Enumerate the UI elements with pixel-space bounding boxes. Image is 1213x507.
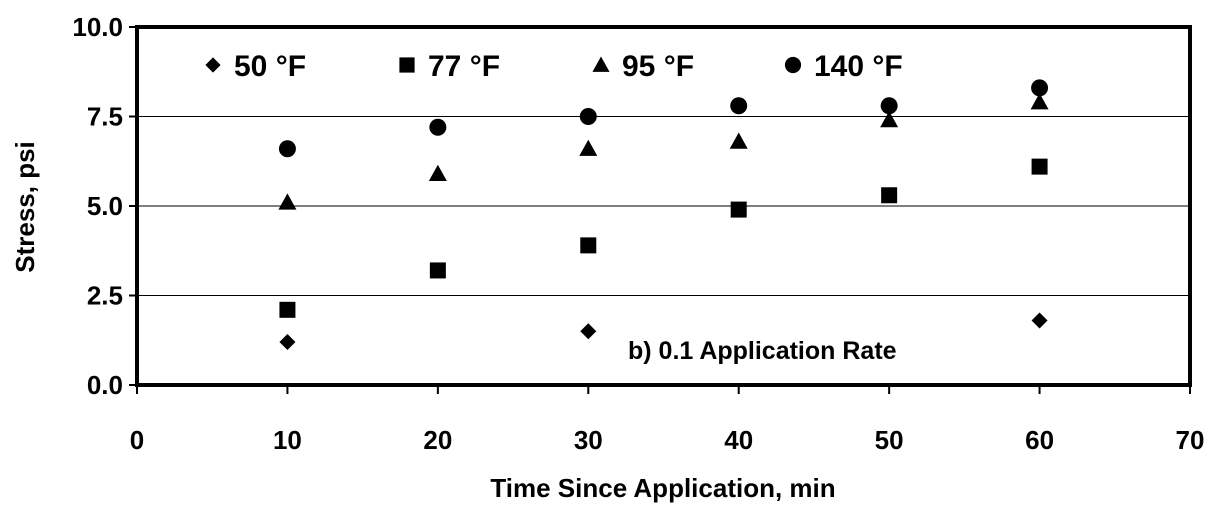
legend-label: 77 °F	[428, 50, 500, 83]
series-diamond	[279, 312, 1048, 351]
x-tick-label: 50	[875, 425, 904, 455]
data-point-square	[580, 237, 597, 254]
data-point-square	[279, 301, 296, 318]
x-tick-label: 30	[574, 425, 603, 455]
data-point-triangle	[1030, 93, 1049, 110]
data-point-square	[730, 201, 747, 218]
data-point-square	[881, 187, 898, 204]
legend-marker-circle	[784, 56, 802, 74]
x-axis: 0 10 20 30 40 50 60 70	[130, 385, 1205, 455]
legend-item: 50 °F	[205, 50, 306, 83]
legend: 50 °F 77 °F 95 °F 140 °F	[205, 50, 903, 83]
data-point-triangle	[278, 193, 297, 210]
legend-item: 140 °F	[784, 50, 903, 83]
data-point-circle	[429, 118, 447, 136]
legend-label: 140 °F	[814, 50, 903, 83]
data-point-diamond	[580, 323, 597, 340]
legend-marker-triangle	[592, 56, 610, 72]
data-point-diamond	[1031, 312, 1048, 329]
data-point-triangle	[428, 164, 447, 181]
x-tick-label: 20	[423, 425, 452, 455]
data-point-circle	[278, 140, 296, 158]
x-tick-label: 0	[130, 425, 144, 455]
data-point-circle	[579, 108, 597, 125]
x-tick-label: 70	[1176, 425, 1205, 455]
data-point-square	[1031, 158, 1048, 175]
data-point-circle	[880, 97, 898, 115]
y-tick-label: 5.0	[87, 191, 123, 221]
x-tick-label: 60	[1025, 425, 1054, 455]
legend-label: 95 °F	[622, 50, 694, 83]
gridlines	[137, 116, 1190, 296]
data-point-triangle	[880, 111, 899, 128]
data-points	[278, 79, 1049, 351]
data-point-circle	[730, 97, 748, 115]
x-tick-label: 40	[724, 425, 753, 455]
legend-item: 95 °F	[592, 50, 694, 83]
data-point-circle	[1031, 79, 1049, 97]
y-tick-label: 2.5	[87, 281, 123, 311]
data-point-diamond	[279, 334, 296, 351]
x-axis-label: Time Since Application, min	[490, 473, 835, 503]
x-tick-label: 10	[273, 425, 302, 455]
y-tick-label: 10.0	[72, 12, 123, 42]
legend-marker-square	[399, 57, 415, 73]
series-circle	[278, 79, 1049, 158]
series-triangle	[278, 93, 1049, 210]
data-point-square	[429, 262, 446, 279]
series-square	[279, 158, 1048, 318]
y-tick-label: 0.0	[87, 370, 123, 400]
legend-marker-diamond	[205, 57, 221, 73]
legend-item: 77 °F	[399, 50, 500, 83]
y-tick-label: 7.5	[87, 102, 123, 132]
legend-label: 50 °F	[234, 50, 306, 83]
y-axis-label: Stress, psi	[10, 141, 40, 273]
data-point-triangle	[729, 132, 748, 149]
data-point-triangle	[579, 139, 598, 156]
y-axis: 0.0 2.5 5.0 7.5 10.0	[72, 12, 137, 400]
chart-annotation: b) 0.1 Application Rate	[628, 337, 897, 365]
